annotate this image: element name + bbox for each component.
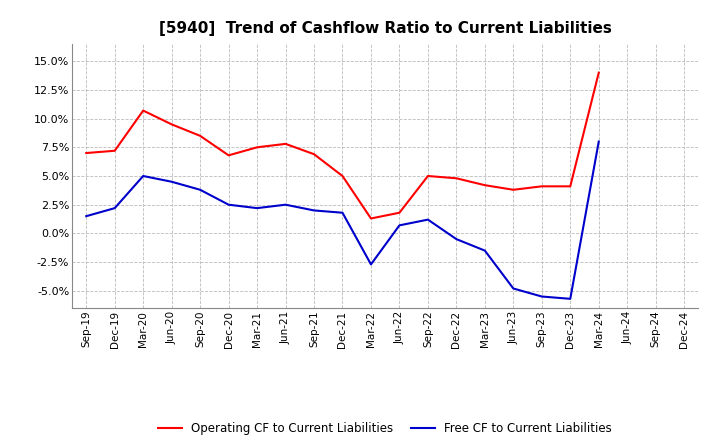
Operating CF to Current Liabilities xyxy=(338,173,347,179)
Operating CF to Current Liabilities xyxy=(282,141,290,147)
Free CF to Current Liabilities xyxy=(282,202,290,207)
Free CF to Current Liabilities xyxy=(110,205,119,211)
Operating CF to Current Liabilities xyxy=(537,183,546,189)
Title: [5940]  Trend of Cashflow Ratio to Current Liabilities: [5940] Trend of Cashflow Ratio to Curren… xyxy=(159,21,611,36)
Free CF to Current Liabilities xyxy=(225,202,233,207)
Free CF to Current Liabilities xyxy=(452,236,461,242)
Free CF to Current Liabilities xyxy=(595,139,603,144)
Operating CF to Current Liabilities xyxy=(509,187,518,192)
Operating CF to Current Liabilities xyxy=(82,150,91,156)
Legend: Operating CF to Current Liabilities, Free CF to Current Liabilities: Operating CF to Current Liabilities, Fre… xyxy=(153,417,617,440)
Free CF to Current Liabilities xyxy=(253,205,261,211)
Operating CF to Current Liabilities xyxy=(395,210,404,215)
Free CF to Current Liabilities xyxy=(196,187,204,192)
Line: Free CF to Current Liabilities: Free CF to Current Liabilities xyxy=(86,142,599,299)
Free CF to Current Liabilities xyxy=(139,173,148,179)
Operating CF to Current Liabilities xyxy=(167,122,176,127)
Free CF to Current Liabilities xyxy=(395,223,404,228)
Free CF to Current Liabilities xyxy=(366,262,375,267)
Operating CF to Current Liabilities xyxy=(480,183,489,188)
Operating CF to Current Liabilities xyxy=(310,151,318,157)
Free CF to Current Liabilities xyxy=(82,213,91,219)
Operating CF to Current Liabilities xyxy=(423,173,432,179)
Free CF to Current Liabilities xyxy=(167,179,176,184)
Operating CF to Current Liabilities xyxy=(196,133,204,139)
Operating CF to Current Liabilities xyxy=(110,148,119,154)
Operating CF to Current Liabilities xyxy=(139,108,148,113)
Free CF to Current Liabilities xyxy=(310,208,318,213)
Operating CF to Current Liabilities xyxy=(452,176,461,181)
Operating CF to Current Liabilities xyxy=(366,216,375,221)
Line: Operating CF to Current Liabilities: Operating CF to Current Liabilities xyxy=(86,73,599,219)
Operating CF to Current Liabilities xyxy=(566,183,575,189)
Free CF to Current Liabilities xyxy=(423,217,432,222)
Free CF to Current Liabilities xyxy=(480,248,489,253)
Free CF to Current Liabilities xyxy=(566,296,575,301)
Free CF to Current Liabilities xyxy=(509,286,518,291)
Free CF to Current Liabilities xyxy=(338,210,347,215)
Operating CF to Current Liabilities xyxy=(225,153,233,158)
Free CF to Current Liabilities xyxy=(537,294,546,299)
Operating CF to Current Liabilities xyxy=(595,70,603,75)
Operating CF to Current Liabilities xyxy=(253,145,261,150)
